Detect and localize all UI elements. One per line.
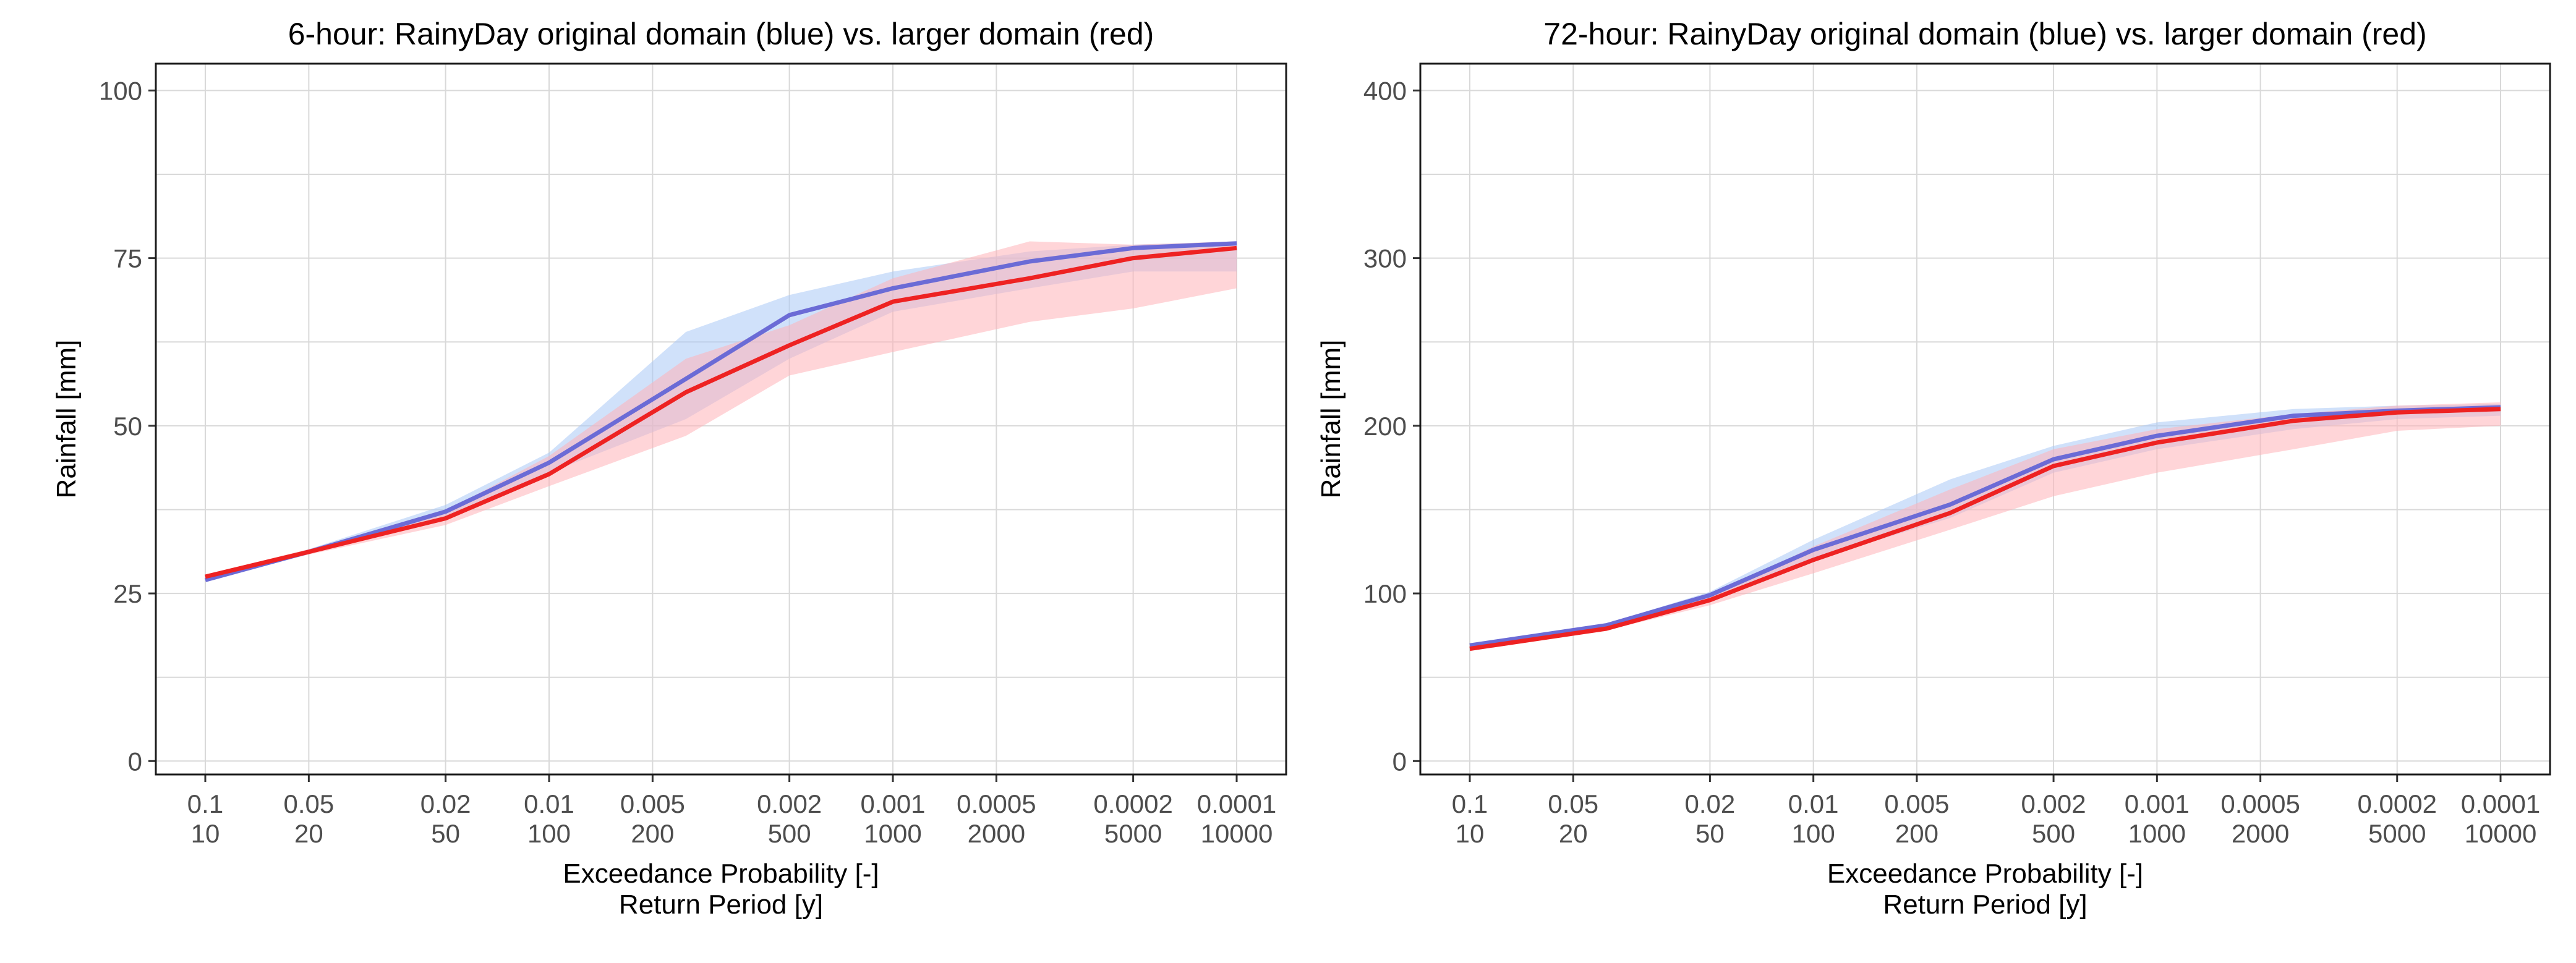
x-tick-label-probability: 0.001 <box>860 789 925 818</box>
x-tick-label-period: 50 <box>431 819 460 848</box>
x-tick-label-period: 100 <box>1792 819 1835 848</box>
x-tick-label-probability: 0.1 <box>1452 789 1488 818</box>
x-tick-label-period: 5000 <box>1104 819 1162 848</box>
y-tick-label: 75 <box>113 244 142 273</box>
plot-frame <box>155 62 1287 776</box>
x-tick-label-probability: 0.05 <box>283 789 334 818</box>
x-tick-label-probability: 0.0005 <box>957 789 1036 818</box>
x-tick-label-period: 500 <box>2032 819 2075 848</box>
confidence-band-series-0 <box>1470 404 2501 647</box>
x-tick-label-period: 2000 <box>2232 819 2289 848</box>
x-tick-label-period: 10 <box>191 819 220 848</box>
x-tick-label-probability: 0.005 <box>1884 789 1949 818</box>
confidence-band-series-1 <box>205 241 1237 579</box>
line-series-1 <box>205 245 1237 579</box>
line-series-0 <box>205 241 1237 582</box>
x-tick-label-probability: 0.01 <box>524 789 574 818</box>
x-tick-label-probability: 0.002 <box>2021 789 2086 818</box>
y-axis-label: Rainfall [mm] <box>1316 340 1346 499</box>
x-axis-label-secondary: Return Period [y] <box>619 889 823 920</box>
x-tick-label-period: 50 <box>1695 819 1725 848</box>
x-tick-label-probability: 0.02 <box>420 789 471 818</box>
x-tick-label-period: 20 <box>294 819 323 848</box>
line-series-1 <box>1469 407 2501 651</box>
x-axis-label: Exceedance Probability [-] <box>563 859 879 889</box>
y-axis-label: Rainfall [mm] <box>51 340 82 499</box>
y-tick-label: 25 <box>113 579 142 608</box>
x-tick-label-probability: 0.1 <box>187 789 223 818</box>
x-tick-label-period: 2000 <box>968 819 1025 848</box>
y-tick-label: 100 <box>1363 579 1407 608</box>
x-tick-label-probability: 0.02 <box>1685 789 1736 818</box>
x-axis-label: Exceedance Probability [-] <box>1827 859 2143 889</box>
y-tick-label: 50 <box>113 412 142 441</box>
line-series-0 <box>1469 405 2501 648</box>
x-tick-label-period: 200 <box>1895 819 1938 848</box>
x-tick-label-probability: 0.005 <box>620 789 685 818</box>
x-tick-label-period: 10000 <box>1201 819 1273 848</box>
panel-left: 02550751000.1100.05200.02500.011000.0052… <box>51 17 1287 920</box>
y-tick-label: 300 <box>1363 244 1407 273</box>
x-tick-label-probability: 0.0002 <box>2357 789 2436 818</box>
x-axis-label-secondary: Return Period [y] <box>1883 889 2087 920</box>
x-tick-label-probability: 0.002 <box>757 789 822 818</box>
y-tick-label: 0 <box>1392 747 1407 776</box>
panel-right: 01002003004000.1100.05200.02500.011000.0… <box>1316 17 2551 920</box>
x-tick-label-probability: 0.0002 <box>1093 789 1172 818</box>
chart-title: 72-hour: RainyDay original domain (blue)… <box>1543 17 2426 51</box>
y-tick-label: 400 <box>1363 76 1407 105</box>
x-tick-label-probability: 0.0001 <box>2461 789 2540 818</box>
y-tick-label: 200 <box>1363 412 1407 441</box>
x-tick-label-period: 20 <box>1559 819 1588 848</box>
x-tick-label-period: 100 <box>527 819 571 848</box>
x-tick-label-period: 200 <box>631 819 674 848</box>
x-tick-label-probability: 0.001 <box>2125 789 2190 818</box>
x-tick-label-period: 500 <box>768 819 811 848</box>
x-tick-label-probability: 0.01 <box>1788 789 1839 818</box>
chart-title: 6-hour: RainyDay original domain (blue) … <box>288 17 1154 51</box>
x-tick-label-probability: 0.0001 <box>1197 789 1276 818</box>
x-tick-label-probability: 0.05 <box>1548 789 1598 818</box>
x-tick-label-period: 10000 <box>2465 819 2537 848</box>
x-tick-label-period: 1000 <box>2128 819 2186 848</box>
x-tick-label-probability: 0.0005 <box>2220 789 2300 818</box>
y-tick-label: 100 <box>99 76 142 105</box>
x-tick-label-period: 5000 <box>2368 819 2426 848</box>
y-tick-label: 0 <box>128 747 142 776</box>
confidence-band-series-1 <box>1470 402 2501 651</box>
x-tick-label-period: 1000 <box>864 819 921 848</box>
x-tick-label-period: 10 <box>1456 819 1485 848</box>
plot-frame <box>1419 62 2551 776</box>
